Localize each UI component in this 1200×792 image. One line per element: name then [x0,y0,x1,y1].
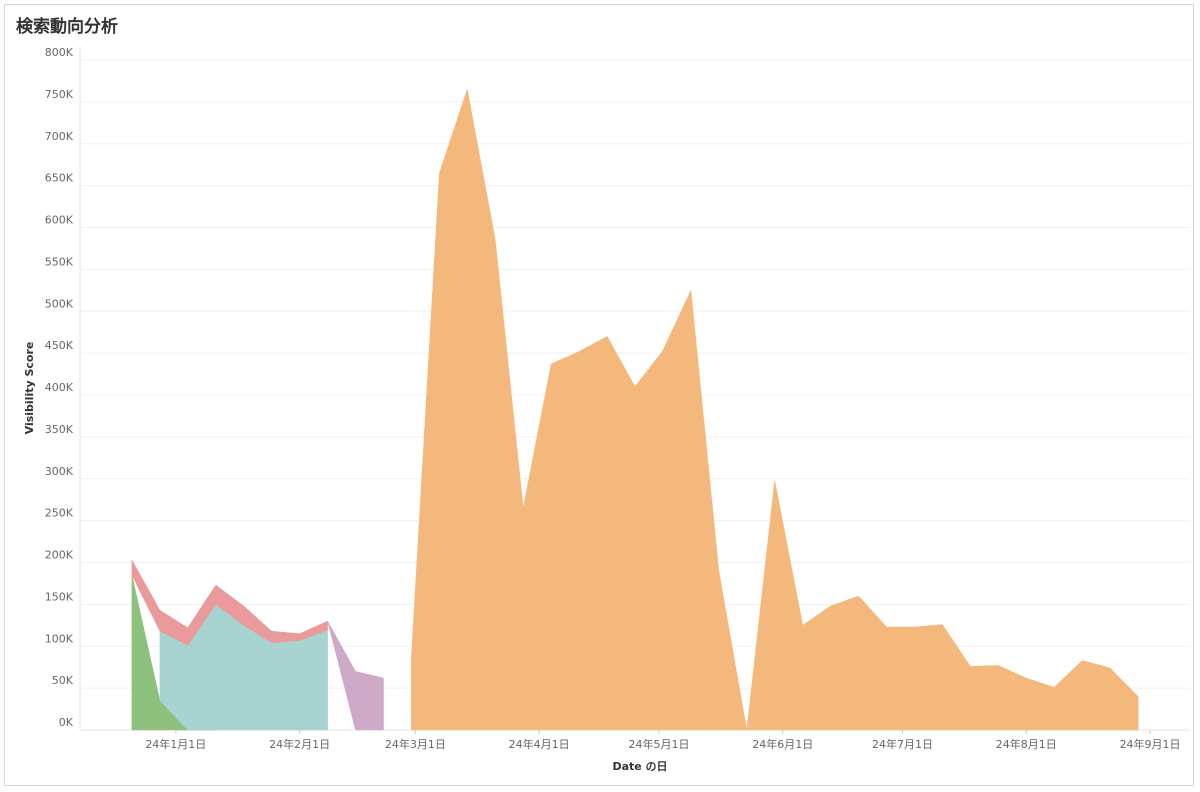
x-tick-label: 24年3月1日 [385,737,446,751]
y-tick-label: 150K [45,590,74,603]
x-tick-label: 24年8月1日 [996,737,1057,751]
y-tick-label: 200K [45,549,74,562]
y-tick-label: 650K [45,172,74,185]
x-tick-label: 24年6月1日 [752,737,813,751]
y-tick-label: 350K [45,423,74,436]
y-tick-label: 500K [45,297,74,310]
y-tick-label: 700K [45,130,74,143]
x-axis-title: Date の日 [612,760,667,773]
x-tick-label: 24年7月1日 [872,737,933,751]
frame [4,4,1194,786]
x-tick-label: 24年2月1日 [269,737,330,751]
y-tick-label: 0K [59,716,74,729]
y-axis-title: Visibility Score [23,342,36,435]
y-tick-label: 450K [45,339,74,352]
x-tick-label: 24年1月1日 [145,737,206,751]
y-tick-label: 750K [45,88,74,101]
x-tick-label: 24年4月1日 [509,737,570,751]
x-tick-label: 24年9月1日 [1120,737,1181,751]
y-tick-label: 600K [45,214,74,227]
y-tick-label: 300K [45,465,74,478]
y-tick-label: 50K [52,674,74,687]
y-tick-label: 100K [45,632,74,645]
area [411,89,1139,731]
chart-title: 検索動向分析 [16,16,118,37]
x-tick-label: 24年5月1日 [628,737,689,751]
y-tick-label: 250K [45,507,74,520]
area [327,620,384,731]
area [131,559,328,646]
y-tick-label: 800K [45,46,74,59]
y-tick-label: 550K [45,255,74,268]
y-tick-label: 400K [45,381,74,394]
